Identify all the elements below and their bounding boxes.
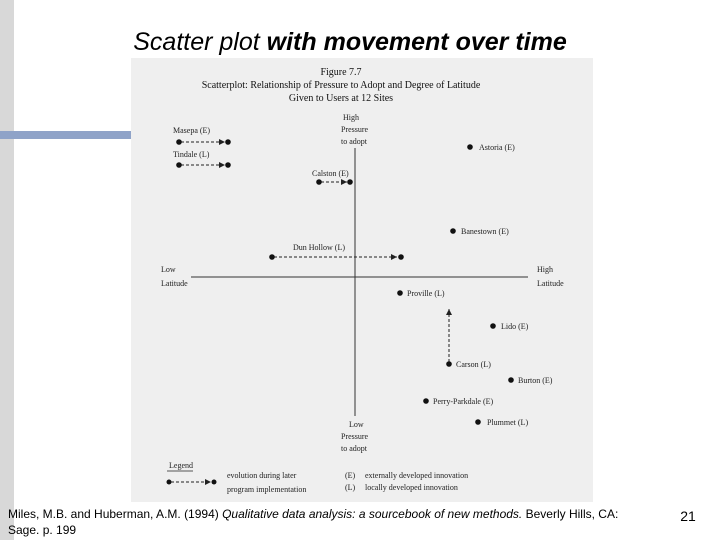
carson-label: Carson (L) bbox=[456, 360, 491, 369]
perry-parkdale-point bbox=[423, 398, 429, 404]
proville-point bbox=[397, 290, 403, 296]
calston-start-point bbox=[316, 179, 322, 185]
citation: Miles, M.B. and Huberman, A.M. (1994) Qu… bbox=[8, 506, 648, 538]
citation-publisher: Beverly Hills, CA: Sage. p. 199 bbox=[8, 507, 619, 537]
banestown-label: Banestown (E) bbox=[461, 227, 509, 236]
plummet-point bbox=[475, 419, 481, 425]
title-prefix: Scatter plot bbox=[133, 28, 267, 56]
high-pressure-line-3: to adopt bbox=[341, 137, 368, 146]
tindale-start-point bbox=[176, 162, 182, 168]
citation-book-title: Qualitative data analysis: a sourcebook … bbox=[222, 507, 523, 521]
scatterplot-figure: Figure 7.7 Scatterplot: Relationship of … bbox=[131, 58, 593, 502]
citation-authors: Miles, M.B. and Huberman, A.M. (1994) bbox=[8, 507, 223, 521]
high-pressure-line-1: High bbox=[343, 113, 359, 122]
high-latitude-line-2: Latitude bbox=[537, 279, 564, 288]
decorative-stripe bbox=[0, 131, 134, 139]
left-sidebar-band bbox=[0, 0, 14, 540]
masepa-label: Masepa (E) bbox=[173, 126, 210, 135]
astoria-point bbox=[467, 144, 473, 150]
legend-l-code: (L) bbox=[345, 483, 356, 492]
calston-point bbox=[347, 179, 353, 185]
title-emphasis: with movement over time bbox=[266, 28, 567, 56]
dun-hollow-point bbox=[398, 254, 404, 260]
proville-label: Proville (L) bbox=[407, 289, 445, 298]
low-pressure-line-2: Pressure bbox=[341, 432, 369, 441]
legend-arrow-start-point bbox=[166, 479, 172, 485]
masepa-point bbox=[225, 139, 231, 145]
banestown-point bbox=[450, 228, 456, 234]
figure-label: Figure 7.7 bbox=[320, 67, 361, 78]
low-latitude-line-1: Low bbox=[161, 265, 176, 274]
high-latitude-line-1: High bbox=[537, 265, 553, 274]
legend-title: Legend bbox=[169, 461, 193, 470]
figure-title-line-2: Given to Users at 12 Sites bbox=[289, 93, 393, 104]
low-pressure-line-3: to adopt bbox=[341, 444, 368, 453]
astoria-label: Astoria (E) bbox=[479, 143, 515, 152]
burton-point bbox=[508, 377, 514, 383]
slide-title: Scatter plot with movement over time bbox=[0, 28, 700, 57]
tindale-point bbox=[225, 162, 231, 168]
legend-l-description: locally developed innovation bbox=[365, 483, 458, 492]
lido-label: Lido (E) bbox=[501, 322, 529, 331]
figure-title-line-1: Scatterplot: Relationship of Pressure to… bbox=[202, 80, 481, 91]
dun-hollow-start-point bbox=[269, 254, 275, 260]
masepa-start-point bbox=[176, 139, 182, 145]
high-pressure-line-2: Pressure bbox=[341, 125, 369, 134]
legend-arrow-text-line-1: evolution during later bbox=[227, 471, 297, 480]
calston-label: Calston (E) bbox=[312, 169, 349, 178]
perry-parkdale-label: Perry-Parkdale (E) bbox=[433, 397, 494, 406]
carson-point bbox=[446, 361, 452, 367]
scatterplot-svg: Figure 7.7 Scatterplot: Relationship of … bbox=[161, 67, 564, 494]
dun-hollow-label: Dun Hollow (L) bbox=[293, 243, 345, 252]
burton-label: Burton (E) bbox=[518, 376, 553, 385]
low-pressure-line-1: Low bbox=[349, 420, 364, 429]
tindale-label: Tindale (L) bbox=[173, 150, 210, 159]
lido-point bbox=[490, 323, 496, 329]
page-number: 21 bbox=[680, 508, 696, 524]
legend-e-code: (E) bbox=[345, 471, 356, 480]
legend-e-description: externally developed innovation bbox=[365, 471, 468, 480]
low-latitude-line-2: Latitude bbox=[161, 279, 188, 288]
legend-arrow-text-line-2: program implementation bbox=[227, 485, 306, 494]
legend-arrow-end-point bbox=[211, 479, 217, 485]
plummet-label: Plummet (L) bbox=[487, 418, 528, 427]
